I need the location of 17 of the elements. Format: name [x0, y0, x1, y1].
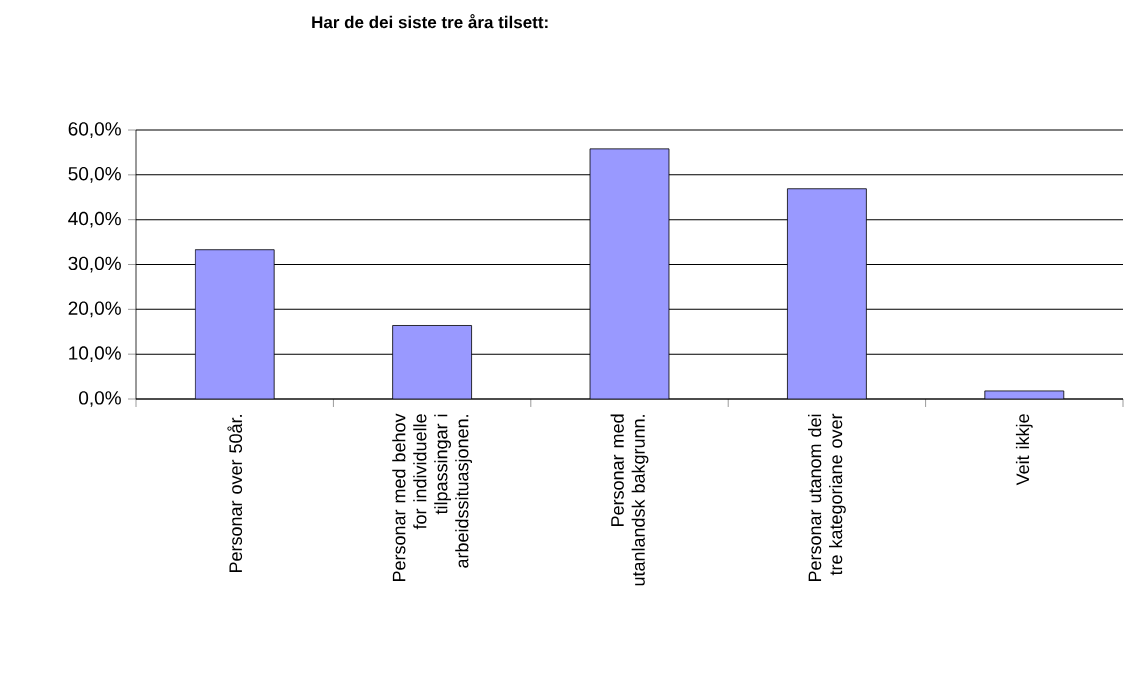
bar [787, 188, 867, 399]
y-tick-label: 60,0% [68, 122, 121, 138]
bar [194, 249, 275, 399]
bar [392, 325, 472, 399]
bar [589, 148, 670, 399]
x-tick-label: Personar med utanlandsk bakgrunn. [610, 414, 649, 586]
y-tick-label: 30,0% [68, 256, 121, 273]
y-tick-label: 0,0% [79, 391, 121, 407]
x-tick-label: Personar med behov for individuelle tilpassingar i arbeidssituasjonen. [392, 413, 472, 582]
x-tick-label: Personar over 50år. [227, 415, 243, 573]
y-tick-label: 20,0% [68, 301, 121, 318]
x-tick-label: Veit ikkje [1015, 414, 1033, 486]
y-tick-label: 50,0% [68, 167, 121, 183]
y-tick-label: 10,0% [69, 346, 121, 363]
y-tick-label: 40,0% [68, 211, 121, 228]
x-tick-label: Personar utanom dei tre kategoriane over [808, 413, 846, 582]
chart-title: Har de dei siste tre åra tilsett: [312, 14, 548, 29]
